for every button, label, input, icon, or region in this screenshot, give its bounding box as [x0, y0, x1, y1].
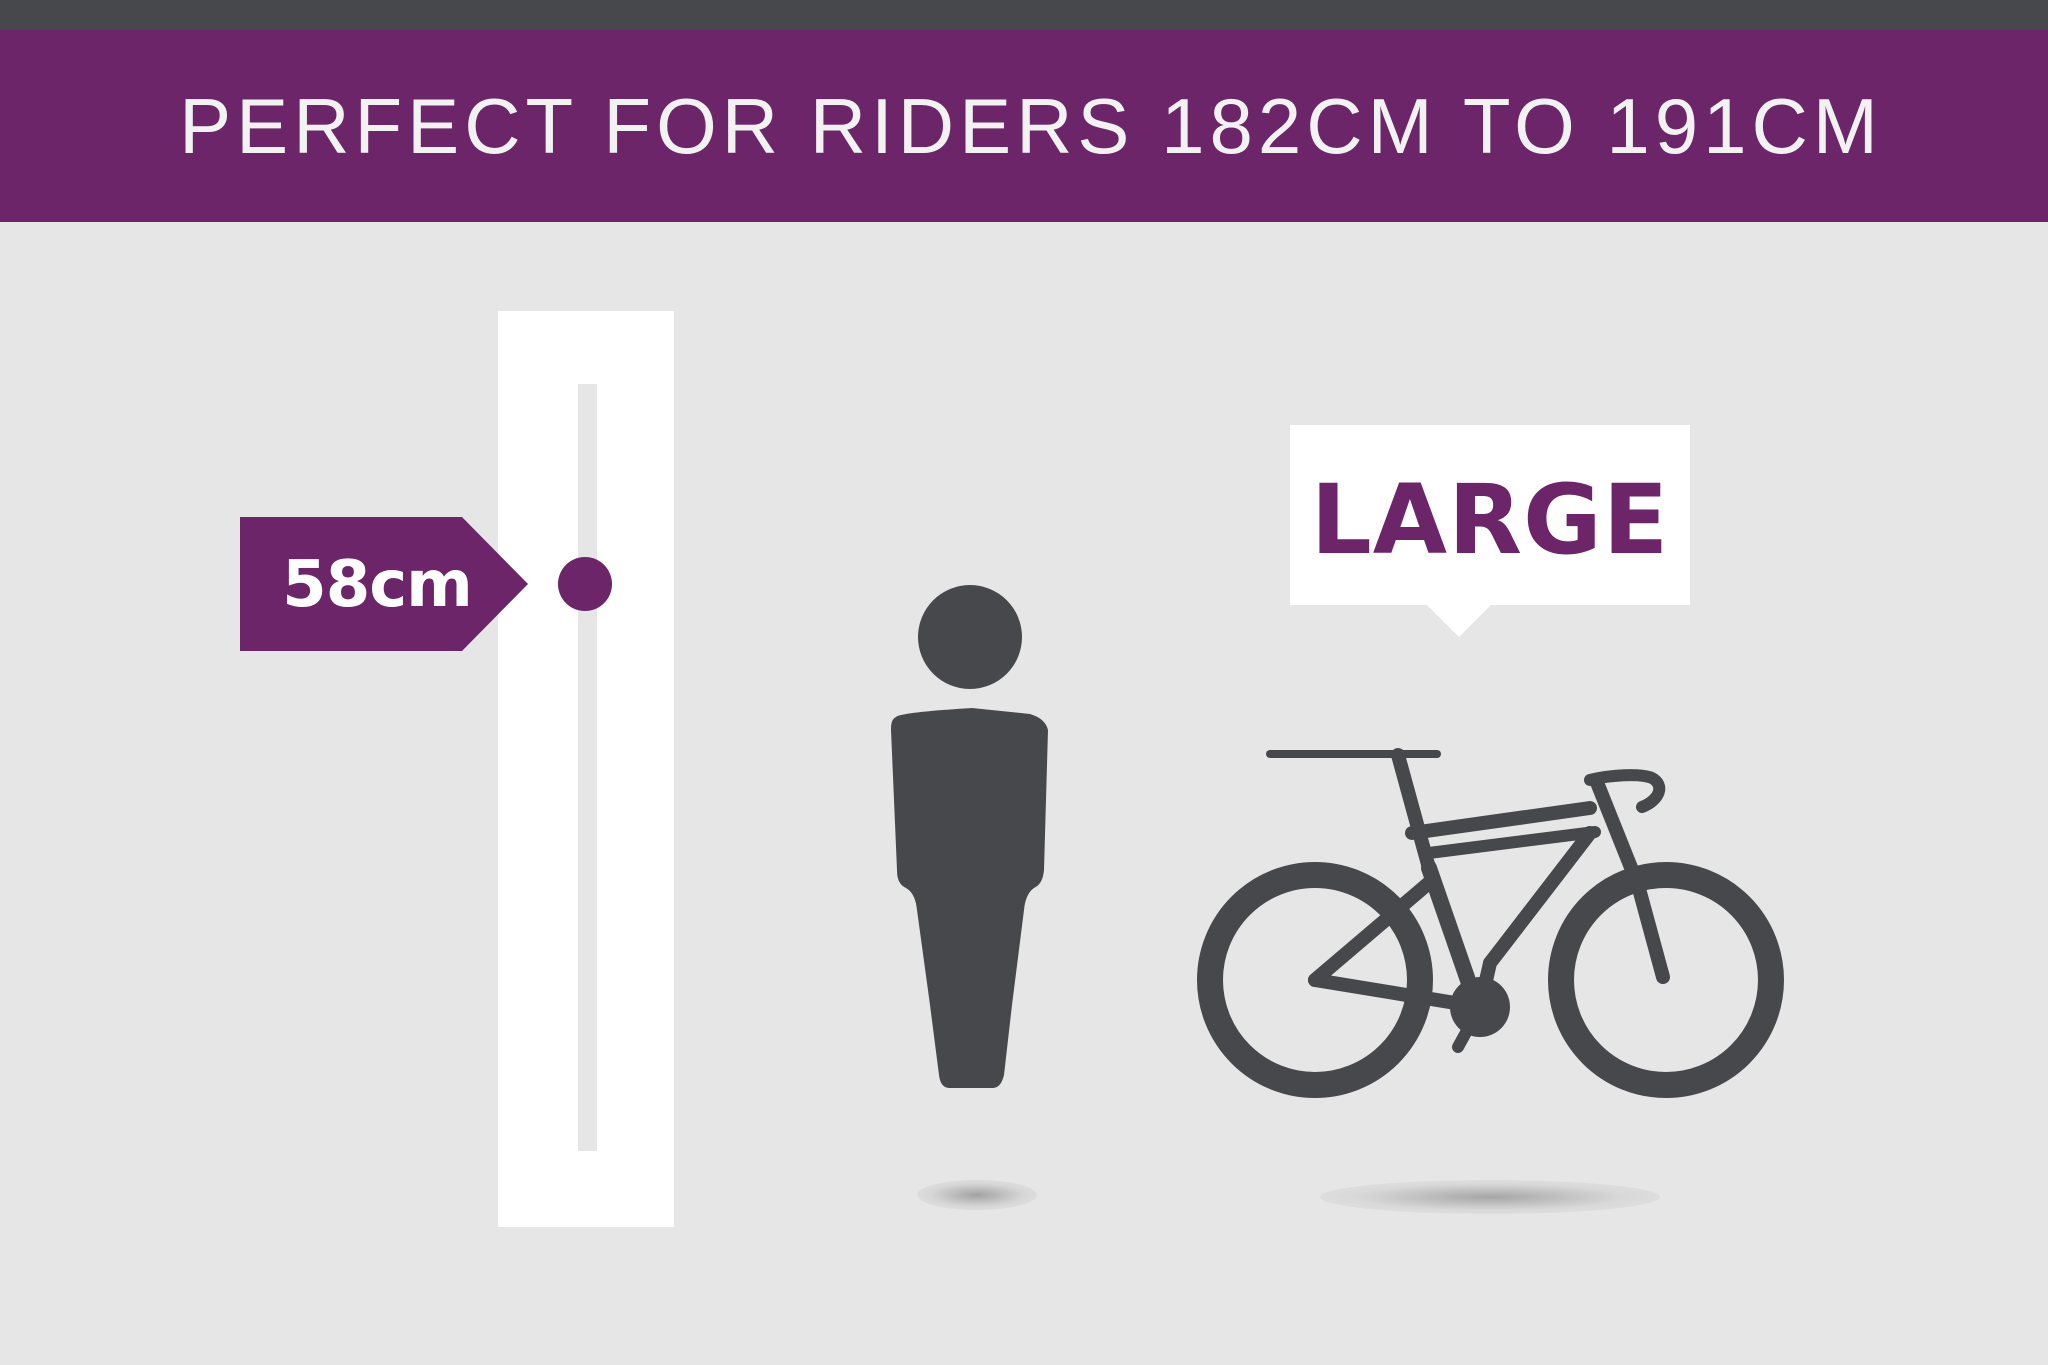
road-bike-icon: [1190, 745, 1790, 1110]
size-callout: [1290, 425, 1690, 645]
person-shadow: [917, 1180, 1037, 1210]
size-callout-label: LARGE: [1310, 464, 1670, 576]
person-icon: [880, 580, 1080, 1105]
size-scale-track: [578, 384, 597, 1151]
frame-size-tag-shape: [240, 517, 528, 651]
top-strip: [0, 0, 2048, 30]
size-scale-marker: [558, 557, 612, 611]
header-banner: PERFECT FOR RIDERS 182CM TO 191CM: [0, 30, 2048, 222]
frame-size-tag: 58cm: [240, 517, 530, 652]
frame-size-label: 58cm: [282, 548, 473, 622]
bike-shadow: [1320, 1180, 1660, 1214]
banner-title: PERFECT FOR RIDERS 182CM TO 191CM: [179, 81, 1883, 170]
